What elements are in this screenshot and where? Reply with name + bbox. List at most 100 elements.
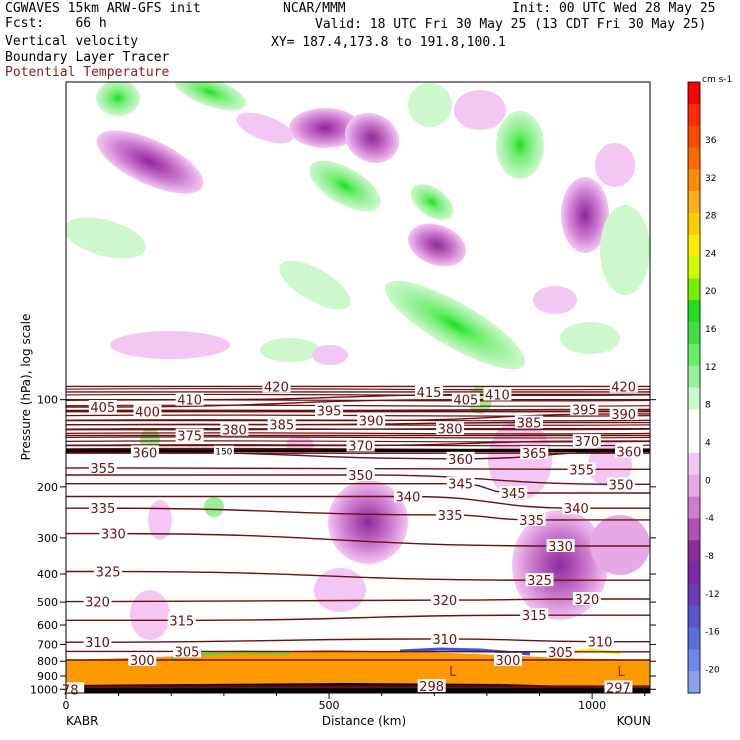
- theta-label-text: 345: [501, 487, 526, 502]
- color-scale-swatch: [688, 103, 700, 127]
- theta-label: 415: [415, 384, 444, 401]
- theta-label-bg: [417, 679, 446, 693]
- theta-label: 420: [609, 379, 638, 395]
- theta-label-text: 330: [548, 540, 573, 555]
- y-axis-label: Pressure (hPa), log scale: [19, 314, 33, 461]
- theta-label-bg: [220, 422, 249, 436]
- theta-label: 325: [525, 573, 554, 589]
- x-axis-label: Distance (km): [322, 714, 406, 728]
- theta-label-text: 350: [609, 478, 634, 493]
- theta-label: 335: [88, 501, 117, 517]
- theta-label-bg: [572, 434, 601, 448]
- theta-label-text: 370: [348, 440, 373, 455]
- theta-label-text: 420: [611, 380, 636, 395]
- theta-label-text: 315: [169, 614, 194, 629]
- color-scale-swatch: [688, 583, 700, 607]
- theta-label-bg: [83, 635, 112, 649]
- theta-label: 310: [83, 635, 112, 651]
- color-scale-label: -4: [705, 514, 714, 524]
- color-scale-swatch: [688, 343, 700, 367]
- theta-label-text: 300: [130, 654, 155, 669]
- theta-label-text: 380: [438, 423, 463, 438]
- theta-label: 345: [499, 485, 528, 502]
- theta-label-bg: [567, 462, 596, 476]
- tracer-edge: [169, 650, 291, 662]
- theta-label-text: 370: [574, 435, 599, 450]
- color-scale-label: -12: [705, 590, 720, 600]
- theta-label: 360: [130, 445, 159, 461]
- theta-label-bg: [562, 501, 591, 515]
- theta-label: 335: [436, 507, 465, 524]
- theta-label-bg: [614, 444, 643, 458]
- color-scale-swatch: [688, 605, 700, 629]
- theta-label: 375: [175, 428, 204, 445]
- color-scale-swatch: [688, 234, 700, 258]
- theta-label: 305: [173, 644, 202, 660]
- theta-label-text: 360: [617, 446, 642, 461]
- theta-label-text: 385: [517, 417, 542, 432]
- theta-label-text: 360: [448, 453, 473, 468]
- theta-label-bg: [436, 507, 465, 521]
- theta-label: 360: [614, 444, 643, 461]
- theta-label-text: 375: [177, 430, 202, 445]
- theta-label-text: 298: [419, 680, 444, 695]
- theta-label-bg: [430, 593, 459, 607]
- color-scale-label: 36: [705, 136, 717, 146]
- theta-contour: [66, 614, 650, 622]
- theta-label-text: 305: [175, 645, 200, 660]
- color-scale-label: -16: [705, 628, 720, 638]
- color-scale: 36 32 28 24 20 16 12 8 4 0 -4 -8 -12 -16 -20: [687, 81, 720, 694]
- downdraft-region: [407, 223, 467, 267]
- theta-label-text: 410: [485, 389, 510, 404]
- theta-label-text: 320: [432, 594, 457, 609]
- downdraft-region: [110, 331, 230, 359]
- theta-label-bg: [430, 631, 459, 645]
- theta-label: 395: [570, 402, 599, 418]
- y-tick-label: 200: [37, 481, 58, 494]
- color-scale-swatch: [688, 212, 700, 236]
- downdraft-region: [314, 568, 366, 612]
- tropopause-label-text: 150: [215, 448, 232, 458]
- theta-label-text: 310: [432, 633, 457, 648]
- updraft-region: [600, 205, 650, 295]
- right-endpoint-label: KOUN: [617, 714, 651, 728]
- theta-label: 355: [567, 462, 596, 478]
- color-scale-swatch: [688, 627, 700, 650]
- x-tick-label: 1000: [578, 699, 606, 712]
- theta-label: 335: [517, 512, 546, 529]
- theta-label-text: 345: [448, 478, 473, 493]
- theta-label: 330: [546, 538, 575, 555]
- theta-label-bg: [493, 652, 522, 666]
- theta-label-text: 360: [133, 446, 158, 461]
- color-scale-swatch: [688, 125, 700, 148]
- theta-label: 320: [430, 593, 459, 609]
- color-scale-label: 28: [705, 212, 717, 222]
- theta-label: 400: [133, 404, 162, 421]
- surface-low-label: L: [617, 665, 625, 680]
- theta-label-bg: [88, 400, 117, 414]
- theta-label: 410: [483, 387, 512, 404]
- updraft-region: [410, 184, 454, 220]
- theta-label-bg: [88, 460, 117, 474]
- color-scale-label: 0: [705, 476, 711, 486]
- color-scale-swatch: [688, 322, 700, 345]
- theta-label-bg: [393, 489, 422, 503]
- theta-label: 405: [451, 392, 480, 409]
- color-scale-swatch: [688, 671, 700, 694]
- theta-label: 390: [357, 413, 386, 429]
- theta-label-bg: [520, 608, 549, 622]
- theta-contour: [66, 495, 650, 509]
- color-scale-swatch: [688, 300, 700, 323]
- color-scale-swatch: [688, 562, 700, 585]
- theta-label: 300: [493, 652, 522, 669]
- theta-label: 380: [220, 422, 249, 439]
- updraft-region: [173, 82, 247, 111]
- theta-label: 395: [315, 403, 344, 420]
- theta-label-text: 385: [269, 419, 294, 434]
- surface-low-label: L: [449, 665, 457, 680]
- color-scale-swatch: [688, 191, 700, 214]
- theta-label-text: 315: [522, 609, 547, 624]
- theta-label-text: 390: [611, 408, 636, 423]
- downdraft-region: [148, 500, 172, 540]
